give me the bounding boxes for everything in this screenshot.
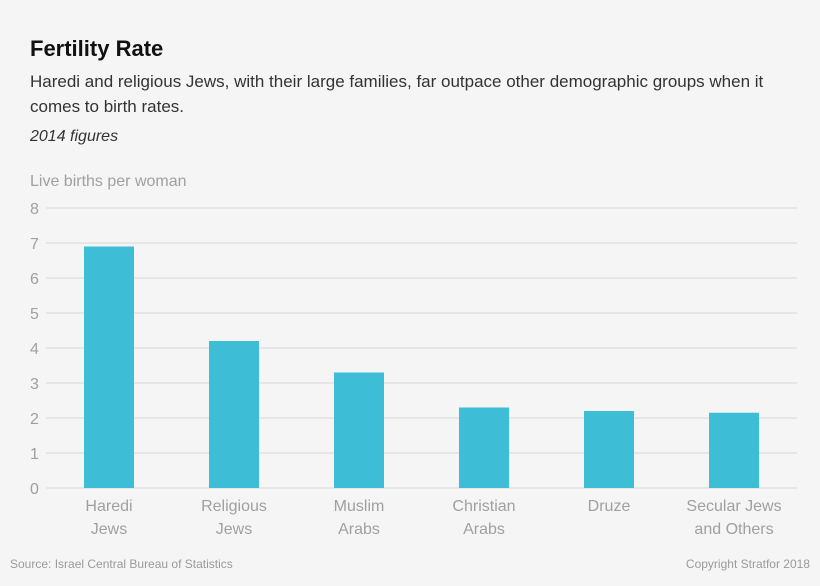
bars bbox=[84, 246, 759, 488]
x-tick-label: and Others bbox=[694, 521, 773, 538]
x-tick-label: Arabs bbox=[463, 521, 505, 538]
chart-note: 2014 figures bbox=[30, 128, 119, 145]
x-tick-label: Haredi bbox=[85, 498, 132, 515]
bar bbox=[84, 246, 134, 488]
x-tick-label: Christian bbox=[452, 498, 515, 515]
y-tick-labels: 0 1 2 3 4 5 6 7 8 bbox=[30, 201, 39, 498]
x-tick-labels: Haredi Jews Religious Jews Muslim Arabs Christ… bbox=[85, 498, 781, 538]
gridlines bbox=[46, 207, 797, 489]
x-tick-label: Arabs bbox=[338, 521, 380, 538]
y-tick-label: 6 bbox=[30, 271, 39, 288]
y-tick-label: 7 bbox=[30, 236, 39, 253]
y-tick-label: 0 bbox=[30, 481, 39, 498]
y-tick-label: 8 bbox=[30, 201, 39, 218]
bar bbox=[459, 407, 509, 488]
chart-title: Fertility Rate bbox=[30, 36, 164, 61]
bar bbox=[584, 411, 634, 488]
copyright-note: Copyright Stratfor 2018 bbox=[685, 557, 810, 571]
bar bbox=[334, 372, 384, 488]
y-tick-label: 5 bbox=[30, 306, 39, 323]
x-tick-label: Jews bbox=[91, 521, 127, 538]
bar bbox=[209, 341, 259, 488]
y-tick-label: 2 bbox=[30, 411, 39, 428]
source-note: Source: Israel Central Bureau of Statist… bbox=[10, 557, 233, 571]
x-tick-label: Religious bbox=[201, 498, 267, 515]
y-tick-label: 3 bbox=[30, 376, 39, 393]
y-axis-label: Live births per woman bbox=[30, 173, 187, 190]
y-tick-label: 4 bbox=[30, 341, 39, 358]
y-tick-label: 1 bbox=[30, 446, 39, 463]
x-tick-label: Jews bbox=[216, 521, 252, 538]
bar bbox=[709, 412, 759, 488]
x-tick-label: Muslim bbox=[334, 498, 385, 515]
x-tick-label: Secular Jews bbox=[686, 498, 781, 515]
chart-subtitle: Haredi and religious Jews, with their la… bbox=[30, 72, 764, 116]
x-tick-label: Druze bbox=[588, 498, 631, 515]
